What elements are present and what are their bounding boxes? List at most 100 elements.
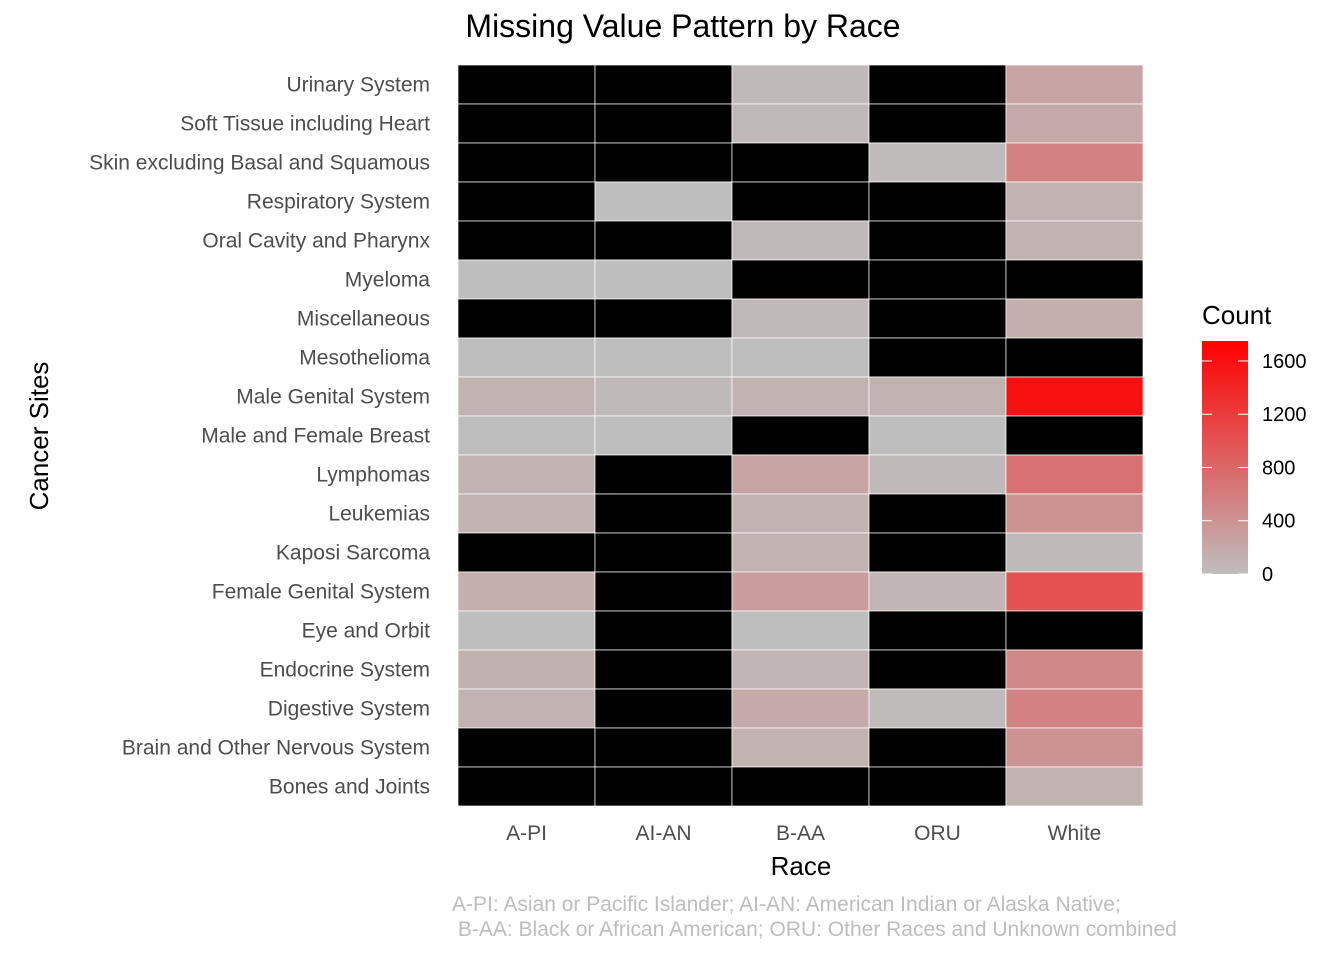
- cell-oral-cavity-and-pharynx-b-aa: [731, 220, 870, 261]
- cell-digestive-system-a-pi: [457, 688, 596, 729]
- cell-soft-tissue-including-heart-a-pi: [457, 103, 596, 144]
- y-tick-endocrine-system: Endocrine System: [260, 659, 430, 682]
- caption-line-1: A-PI: Asian or Pacific Islander; AI-AN: …: [452, 893, 1121, 916]
- y-tick-urinary-system: Urinary System: [286, 74, 430, 97]
- cell-respiratory-system-b-aa: [731, 181, 870, 222]
- caption-line-2: B-AA: Black or African American; ORU: Ot…: [452, 918, 1177, 941]
- cell-skin-excluding-basal-and-squamous-white: [1005, 142, 1144, 183]
- cell-skin-excluding-basal-and-squamous-a-pi: [457, 142, 596, 183]
- cell-female-genital-system-oru: [868, 571, 1007, 612]
- cell-lymphomas-ai-an: [594, 454, 733, 495]
- cell-leukemias-b-aa: [731, 493, 870, 534]
- x-tick-labels: A-PI AI-AN B-AA ORU White: [506, 822, 1101, 845]
- cell-eye-and-orbit-a-pi: [457, 610, 596, 651]
- cell-respiratory-system-oru: [868, 181, 1007, 222]
- cell-miscellaneous-a-pi: [457, 298, 596, 339]
- cell-male-genital-system-b-aa: [731, 376, 870, 417]
- cell-female-genital-system-ai-an: [594, 571, 733, 612]
- cell-urinary-system-white: [1005, 64, 1144, 105]
- cell-urinary-system-b-aa: [731, 64, 870, 105]
- cell-myeloma-white: [1005, 259, 1144, 300]
- cell-lymphomas-b-aa: [731, 454, 870, 495]
- cell-respiratory-system-white: [1005, 181, 1144, 222]
- cell-urinary-system-oru: [868, 64, 1007, 105]
- cell-miscellaneous-white: [1005, 298, 1144, 339]
- cell-lymphomas-a-pi: [457, 454, 596, 495]
- cell-oral-cavity-and-pharynx-oru: [868, 220, 1007, 261]
- legend-tick-label: 1600: [1262, 351, 1307, 373]
- cell-urinary-system-a-pi: [457, 64, 596, 105]
- cell-leukemias-a-pi: [457, 493, 596, 534]
- cell-bones-and-joints-ai-an: [594, 766, 733, 807]
- cell-male-and-female-breast-white: [1005, 415, 1144, 456]
- caption: A-PI: Asian or Pacific Islander; AI-AN: …: [452, 892, 1177, 942]
- cell-kaposi-sarcoma-b-aa: [731, 532, 870, 573]
- cell-male-genital-system-oru: [868, 376, 1007, 417]
- cell-myeloma-oru: [868, 259, 1007, 300]
- cell-soft-tissue-including-heart-ai-an: [594, 103, 733, 144]
- y-tick-soft-tissue-including-heart: Soft Tissue including Heart: [180, 113, 430, 136]
- y-tick-myeloma: Myeloma: [345, 269, 431, 292]
- cell-miscellaneous-ai-an: [594, 298, 733, 339]
- y-tick-respiratory-system: Respiratory System: [247, 191, 430, 214]
- x-tick-white: White: [1048, 822, 1102, 845]
- cell-digestive-system-b-aa: [731, 688, 870, 729]
- cell-skin-excluding-basal-and-squamous-ai-an: [594, 142, 733, 183]
- cell-brain-and-other-nervous-system-ai-an: [594, 727, 733, 768]
- cell-mesothelioma-a-pi: [457, 337, 596, 378]
- cell-male-genital-system-white: [1005, 376, 1144, 417]
- cell-soft-tissue-including-heart-white: [1005, 103, 1144, 144]
- cell-male-genital-system-ai-an: [594, 376, 733, 417]
- cell-male-and-female-breast-ai-an: [594, 415, 733, 456]
- cell-male-and-female-breast-oru: [868, 415, 1007, 456]
- cell-endocrine-system-oru: [868, 649, 1007, 690]
- legend-ticks: 0 400 800 1200 1600: [1202, 351, 1307, 586]
- cell-kaposi-sarcoma-ai-an: [594, 532, 733, 573]
- cell-myeloma-b-aa: [731, 259, 870, 300]
- cell-respiratory-system-a-pi: [457, 181, 596, 222]
- color-legend: Count 0 400 800 1200 1600: [1202, 300, 1307, 586]
- cell-oral-cavity-and-pharynx-ai-an: [594, 220, 733, 261]
- cell-digestive-system-oru: [868, 688, 1007, 729]
- x-tick-oru: ORU: [914, 822, 961, 845]
- cell-myeloma-ai-an: [594, 259, 733, 300]
- cell-brain-and-other-nervous-system-oru: [868, 727, 1007, 768]
- cell-eye-and-orbit-white: [1005, 610, 1144, 651]
- cell-female-genital-system-b-aa: [731, 571, 870, 612]
- y-tick-kaposi-sarcoma: Kaposi Sarcoma: [276, 542, 430, 565]
- cell-brain-and-other-nervous-system-a-pi: [457, 727, 596, 768]
- legend-color-bar: [1202, 341, 1248, 574]
- y-tick-lymphomas: Lymphomas: [316, 464, 430, 487]
- legend-tick-label: 1200: [1262, 404, 1307, 426]
- y-tick-brain-and-other-nervous-system: Brain and Other Nervous System: [122, 737, 430, 760]
- heatmap-cells: [457, 64, 1144, 807]
- cell-endocrine-system-b-aa: [731, 649, 870, 690]
- cell-eye-and-orbit-oru: [868, 610, 1007, 651]
- y-tick-mesothelioma: Mesothelioma: [299, 347, 430, 370]
- cell-miscellaneous-oru: [868, 298, 1007, 339]
- cell-soft-tissue-including-heart-b-aa: [731, 103, 870, 144]
- cell-respiratory-system-ai-an: [594, 181, 733, 222]
- y-tick-oral-cavity-and-pharynx: Oral Cavity and Pharynx: [202, 230, 430, 253]
- cell-digestive-system-white: [1005, 688, 1144, 729]
- cell-mesothelioma-ai-an: [594, 337, 733, 378]
- cell-brain-and-other-nervous-system-white: [1005, 727, 1144, 768]
- legend-title: Count: [1202, 300, 1272, 330]
- x-tick-b-aa: B-AA: [776, 822, 825, 845]
- cell-leukemias-ai-an: [594, 493, 733, 534]
- y-tick-female-genital-system: Female Genital System: [212, 581, 430, 604]
- cell-miscellaneous-b-aa: [731, 298, 870, 339]
- cell-male-and-female-breast-b-aa: [731, 415, 870, 456]
- cell-bones-and-joints-b-aa: [731, 766, 870, 807]
- cell-bones-and-joints-a-pi: [457, 766, 596, 807]
- cell-mesothelioma-white: [1005, 337, 1144, 378]
- cell-soft-tissue-including-heart-oru: [868, 103, 1007, 144]
- cell-female-genital-system-a-pi: [457, 571, 596, 612]
- y-tick-leukemias: Leukemias: [328, 503, 430, 526]
- cell-kaposi-sarcoma-oru: [868, 532, 1007, 573]
- legend-tick-label: 0: [1262, 564, 1273, 586]
- cell-urinary-system-ai-an: [594, 64, 733, 105]
- cell-mesothelioma-b-aa: [731, 337, 870, 378]
- cell-eye-and-orbit-ai-an: [594, 610, 733, 651]
